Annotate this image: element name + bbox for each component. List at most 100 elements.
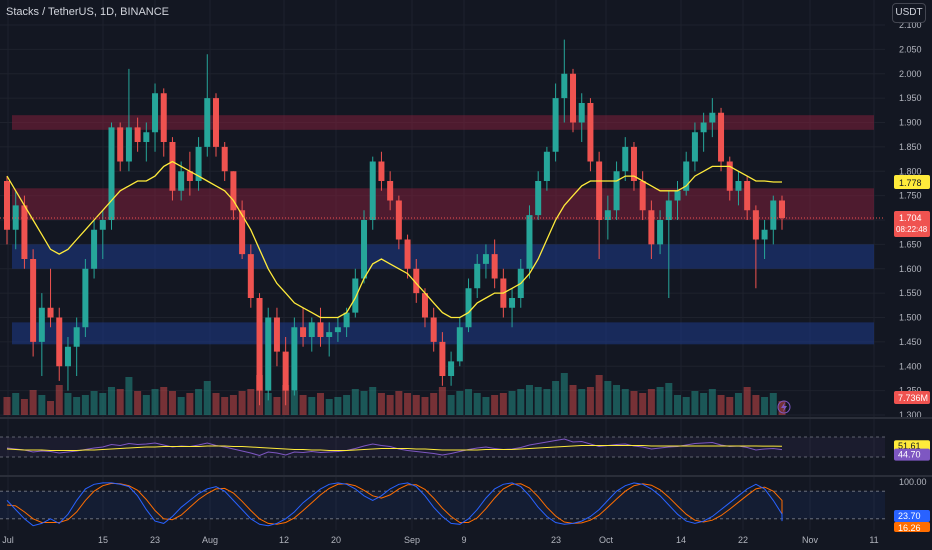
candle-body [326,332,333,337]
volume-value-label: 7.736M [898,393,928,403]
volume-bar [186,393,194,415]
candle-body [683,161,690,191]
volume-bar [691,391,699,415]
volume-bar [473,393,481,415]
volume-bar [769,393,777,415]
volume-bar [55,385,63,415]
candle-body [718,112,725,162]
candle-body [770,200,777,230]
candle-body [735,181,742,191]
candle-body [99,220,106,230]
volume-bar [3,397,11,415]
volume-bar [430,393,438,415]
volume-bar [447,395,455,415]
candle-body [4,181,10,230]
last-price-badge [894,211,930,238]
candle-body [413,268,420,294]
candle-body [648,210,655,245]
candle-body [300,327,307,337]
volume-bar [456,391,464,415]
rsi-line [6,438,783,457]
stoch-k-label: 23.70 [898,511,921,521]
candle-body [578,103,585,123]
candle-body [779,200,785,219]
countdown-label: 08:22:48 [896,225,928,234]
time-tick-label: 9 [461,535,466,545]
candle-body [509,298,516,308]
candle-body [160,93,167,142]
volume-bar [264,393,272,415]
candle-body [291,327,298,391]
volume-bar [369,387,377,415]
support-zone [12,322,874,345]
volume-bar [525,385,533,415]
currency-button[interactable]: USDT [892,3,926,23]
volume-bar [743,387,751,415]
rsi-value-label: 44.70 [898,450,921,460]
volume-bar [752,395,760,415]
volume-bar [299,395,307,415]
volume-bar [134,391,142,415]
candle-body [465,288,472,328]
candle-body [570,73,577,123]
volume-bar [421,397,429,415]
time-tick-label: 12 [279,535,289,545]
price-tick-label: 1.950 [899,93,922,103]
volume-bar [142,395,150,415]
volume-bar [726,397,734,415]
resistance-zone [12,188,874,220]
candle-body [726,161,733,191]
lightning-bolt-icon [781,402,787,412]
volume-bar [116,389,124,415]
candle-body [543,151,550,181]
lightning-icon [777,400,791,414]
volume-bar [499,393,507,415]
candle-body [125,127,132,162]
price-tick-label: 1.600 [899,264,922,274]
volume-bar [613,385,621,415]
price-tick-label: 1.500 [899,313,922,323]
candle-body [82,268,89,328]
volume-bar [717,395,725,415]
candle-body [334,327,341,333]
candle-body [247,254,254,298]
candle-body [535,181,542,216]
time-tick-label: Nov [802,535,819,545]
volume-bar [360,391,368,415]
price-tick-label: 1.550 [899,288,922,298]
candle-body [361,220,368,279]
time-tick-label: 23 [551,535,561,545]
time-tick-label: Jul [2,535,14,545]
price-tick-label: 2.050 [899,44,922,54]
stoch-band [0,491,885,519]
candle-body [552,98,559,152]
volume-bar [647,389,655,415]
candle-body [38,307,45,342]
time-tick-label: Sep [404,535,420,545]
volume-bar [90,391,98,415]
candle-body [691,132,698,162]
candle-body [596,161,603,220]
volume-bar [665,383,673,415]
volume-bar [316,393,324,415]
volume-bar [543,389,551,415]
candle-body [343,312,350,328]
stoch-d-label: 16.26 [898,523,921,533]
candle-body [491,254,498,279]
volume-bar [517,389,525,415]
volume-bar [290,391,298,415]
price-tick-label: 1.850 [899,142,922,152]
volume-bar [343,395,351,415]
volume-bar [73,397,81,415]
candle-body [561,73,568,99]
candle-body [117,127,124,162]
candle-body [613,171,620,211]
candle-body [152,93,159,133]
volume-bars [3,373,786,415]
time-tick-label: Oct [599,535,614,545]
volume-bar [700,393,708,415]
volume-bar [586,387,594,415]
time-tick-label: 14 [676,535,686,545]
volume-bar [308,397,316,415]
